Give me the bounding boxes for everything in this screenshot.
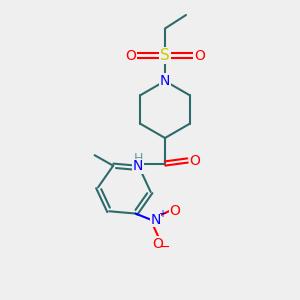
Text: −: − — [159, 241, 170, 254]
Text: N: N — [150, 213, 161, 226]
Text: N: N — [133, 160, 143, 173]
Text: O: O — [170, 204, 181, 218]
Text: S: S — [160, 48, 170, 63]
Text: O: O — [194, 49, 205, 62]
Text: O: O — [125, 49, 136, 62]
Text: N: N — [160, 74, 170, 88]
Text: H: H — [133, 152, 143, 166]
Text: O: O — [153, 237, 164, 250]
Text: +: + — [158, 209, 166, 220]
Text: O: O — [190, 154, 200, 167]
